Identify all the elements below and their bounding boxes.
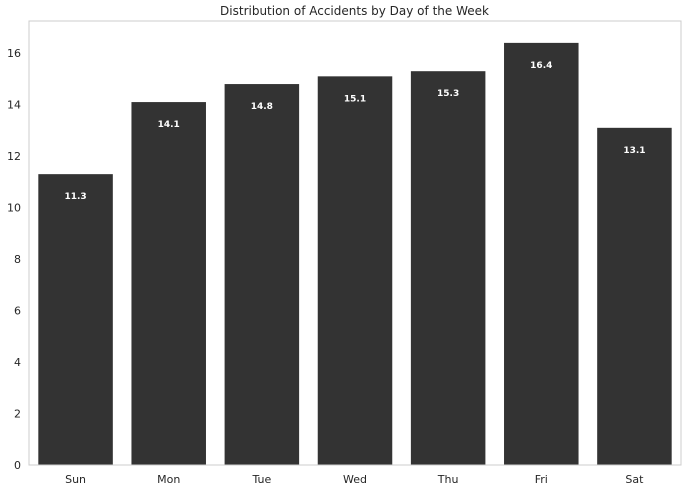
data-label-wed: 15.1 <box>344 94 366 104</box>
bar-sat <box>597 127 672 466</box>
y-tick-label-8: 8 <box>14 253 21 266</box>
bars-layer <box>38 42 672 466</box>
y-axis: 0 2 4 6 8 10 12 14 16 <box>7 47 21 472</box>
data-label-mon: 14.1 <box>158 120 180 130</box>
data-labels-layer: 11.3 14.1 14.8 15.1 15.3 16.4 13.1 <box>64 61 645 202</box>
data-label-tue: 14.8 <box>251 102 273 112</box>
data-label-thu: 15.3 <box>437 89 459 99</box>
data-label-sun: 11.3 <box>64 192 86 202</box>
x-tick-label-sun: Sun <box>65 473 86 486</box>
y-tick-label-2: 2 <box>14 408 21 421</box>
x-tick-label-sat: Sat <box>625 473 644 486</box>
y-tick-label-0: 0 <box>14 459 21 472</box>
plot-frame <box>28 20 682 466</box>
y-tick-label-10: 10 <box>7 202 21 215</box>
x-tick-label-thu: Thu <box>437 473 459 486</box>
bar-mon <box>131 102 206 466</box>
bar-thu <box>410 71 486 465</box>
bar-fri <box>504 42 579 465</box>
y-tick-label-12: 12 <box>7 150 21 163</box>
x-axis: Sun Mon Tue Wed Thu Fri Sat <box>65 473 644 486</box>
x-tick-label-tue: Tue <box>251 473 271 486</box>
y-tick-label-6: 6 <box>14 305 21 318</box>
x-tick-label-wed: Wed <box>343 473 367 486</box>
data-label-fri: 16.4 <box>530 61 552 71</box>
x-tick-label-mon: Mon <box>157 473 180 486</box>
data-label-sat: 13.1 <box>623 146 645 156</box>
bar-tue <box>224 84 300 466</box>
y-tick-label-4: 4 <box>14 356 21 369</box>
x-tick-label-fri: Fri <box>535 473 548 486</box>
chart-title: Distribution of Accidents by Day of the … <box>220 4 489 18</box>
y-tick-label-14: 14 <box>7 99 21 112</box>
bar-wed <box>317 76 393 466</box>
bar-sun <box>38 174 113 465</box>
y-tick-label-16: 16 <box>7 47 21 60</box>
